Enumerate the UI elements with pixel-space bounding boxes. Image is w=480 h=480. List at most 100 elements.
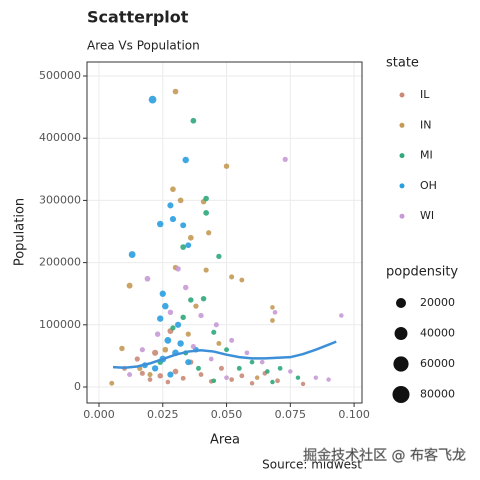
x-tick-label: 0.050 bbox=[211, 408, 243, 421]
caption: Source: midwest bbox=[262, 458, 362, 472]
watermark: 掘金技术社区 @ 布客飞龙 bbox=[303, 447, 466, 464]
point bbox=[182, 284, 189, 291]
point bbox=[128, 251, 136, 258]
point bbox=[203, 209, 209, 216]
point bbox=[229, 377, 235, 382]
point bbox=[206, 230, 212, 236]
point bbox=[139, 370, 145, 376]
x-tick-label: 0.000 bbox=[83, 408, 115, 421]
point bbox=[152, 349, 159, 356]
size-legend-dot bbox=[392, 385, 410, 404]
point bbox=[164, 336, 172, 344]
point bbox=[190, 344, 196, 350]
point bbox=[126, 282, 133, 289]
point bbox=[259, 359, 265, 365]
size-legend-title: popdensity bbox=[386, 265, 458, 280]
legend-swatch bbox=[399, 92, 405, 98]
point bbox=[127, 372, 133, 378]
legend-swatch bbox=[399, 213, 405, 219]
point bbox=[167, 371, 174, 378]
point bbox=[224, 375, 229, 381]
point bbox=[270, 379, 275, 385]
point bbox=[198, 372, 204, 377]
point bbox=[213, 322, 219, 328]
point bbox=[148, 95, 157, 104]
legend-label: IL bbox=[420, 88, 430, 101]
point bbox=[157, 315, 164, 322]
point bbox=[203, 267, 209, 273]
point bbox=[182, 156, 189, 164]
point bbox=[326, 377, 331, 382]
point bbox=[147, 372, 153, 378]
point bbox=[208, 356, 214, 362]
point bbox=[216, 341, 222, 346]
x-tick-label: 0.025 bbox=[147, 408, 179, 421]
legend-swatch bbox=[399, 122, 405, 128]
point bbox=[180, 222, 187, 229]
point bbox=[272, 310, 278, 315]
point bbox=[249, 381, 255, 386]
legend-label: OH bbox=[420, 179, 437, 192]
point bbox=[188, 297, 194, 303]
point bbox=[203, 195, 209, 202]
legend-title: state bbox=[386, 56, 419, 71]
point bbox=[200, 295, 207, 302]
y-tick-label: 100000 bbox=[39, 318, 81, 331]
point bbox=[177, 197, 184, 204]
point bbox=[185, 331, 191, 337]
point bbox=[172, 88, 179, 95]
point bbox=[223, 163, 230, 169]
point bbox=[270, 305, 275, 310]
point bbox=[270, 318, 275, 323]
chart-title: Scatterplot bbox=[87, 8, 189, 27]
point bbox=[151, 365, 159, 372]
size-legend-dot bbox=[395, 297, 407, 309]
point bbox=[239, 373, 245, 379]
point bbox=[239, 277, 245, 283]
point bbox=[313, 375, 319, 380]
point bbox=[170, 325, 176, 331]
legend-label: IN bbox=[420, 118, 431, 131]
size-legend-dot bbox=[394, 327, 408, 340]
point bbox=[147, 377, 153, 382]
point bbox=[254, 375, 260, 380]
point bbox=[198, 312, 204, 319]
y-axis-label: Population bbox=[13, 198, 28, 266]
panel-border bbox=[86, 61, 363, 404]
point bbox=[175, 321, 182, 328]
point bbox=[180, 314, 186, 321]
legend-swatch bbox=[399, 153, 405, 159]
smooth-line bbox=[112, 340, 337, 369]
point bbox=[165, 379, 171, 385]
size-legend-label: 40000 bbox=[420, 327, 455, 340]
point bbox=[185, 242, 192, 249]
x-axis-label: Area bbox=[210, 433, 240, 448]
point bbox=[109, 380, 115, 386]
point bbox=[169, 215, 177, 223]
point bbox=[277, 365, 283, 371]
point bbox=[193, 303, 199, 309]
y-tick-label: 0 bbox=[74, 380, 81, 393]
point bbox=[229, 274, 235, 280]
point bbox=[339, 313, 344, 318]
point bbox=[180, 244, 187, 250]
plot-panel bbox=[87, 62, 362, 403]
y-tick-label: 300000 bbox=[39, 193, 81, 206]
size-legend-label: 20000 bbox=[420, 296, 455, 309]
point bbox=[190, 117, 197, 124]
point bbox=[288, 369, 293, 374]
point bbox=[162, 302, 169, 310]
point bbox=[175, 266, 181, 272]
chart-subtitle: Area Vs Population bbox=[87, 39, 200, 53]
point bbox=[172, 368, 179, 375]
point bbox=[300, 381, 306, 387]
point bbox=[119, 345, 125, 352]
size-legend-dot bbox=[393, 356, 409, 372]
point bbox=[134, 356, 140, 362]
point bbox=[139, 347, 145, 353]
y-tick-label: 500000 bbox=[39, 69, 81, 82]
point bbox=[196, 365, 201, 371]
point bbox=[156, 220, 164, 228]
point bbox=[295, 375, 301, 380]
